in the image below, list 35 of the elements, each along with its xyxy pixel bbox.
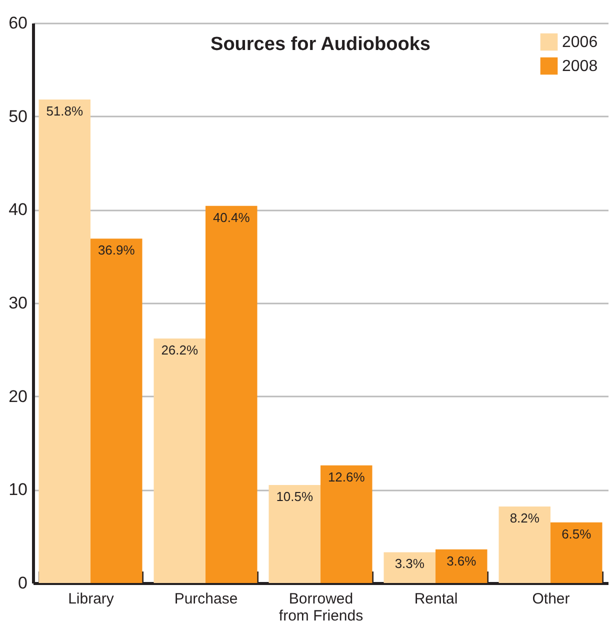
legend-label: 2008 (562, 58, 598, 75)
data-label: 12.6% (328, 469, 366, 484)
bar (268, 485, 320, 583)
y-tick-label: 0 (18, 574, 28, 592)
data-label: 3.6% (446, 553, 477, 568)
bar (90, 238, 142, 583)
bar (38, 100, 90, 583)
bar (550, 522, 602, 583)
y-tick-label: 40 (8, 200, 28, 220)
bar (206, 206, 258, 583)
data-label: 40.4% (212, 210, 250, 225)
x-tick-label: Library (68, 590, 114, 608)
x-tick-label: Borrowed from Friends (278, 590, 364, 624)
x-tick-label: Other (532, 590, 570, 608)
data-label: 51.8% (46, 104, 84, 119)
text: Sources for Audiobooks (210, 34, 430, 55)
bar (154, 338, 206, 583)
x-tick-label: Purchase (174, 590, 238, 608)
data-label: 6.5% (562, 526, 592, 542)
bar (436, 549, 488, 583)
data-label: 10.5% (276, 489, 314, 504)
data-label: 8.2% (510, 510, 540, 526)
data-label: 36.9% (98, 242, 136, 258)
y-tick-label: 60 (8, 14, 28, 32)
data-label: 26.2% (161, 342, 198, 358)
y-tick-label: 20 (8, 386, 28, 406)
y-tick-label: 30 (8, 294, 28, 312)
legend-label: 2006 (562, 34, 598, 51)
bar (320, 465, 372, 583)
y-tick-label: 10 (8, 480, 28, 500)
x-tick-label: Rental (414, 590, 458, 608)
data-label: 3.3% (394, 556, 425, 572)
bar (498, 506, 550, 583)
bar (384, 552, 436, 583)
y-tick-label: 50 (8, 106, 28, 126)
